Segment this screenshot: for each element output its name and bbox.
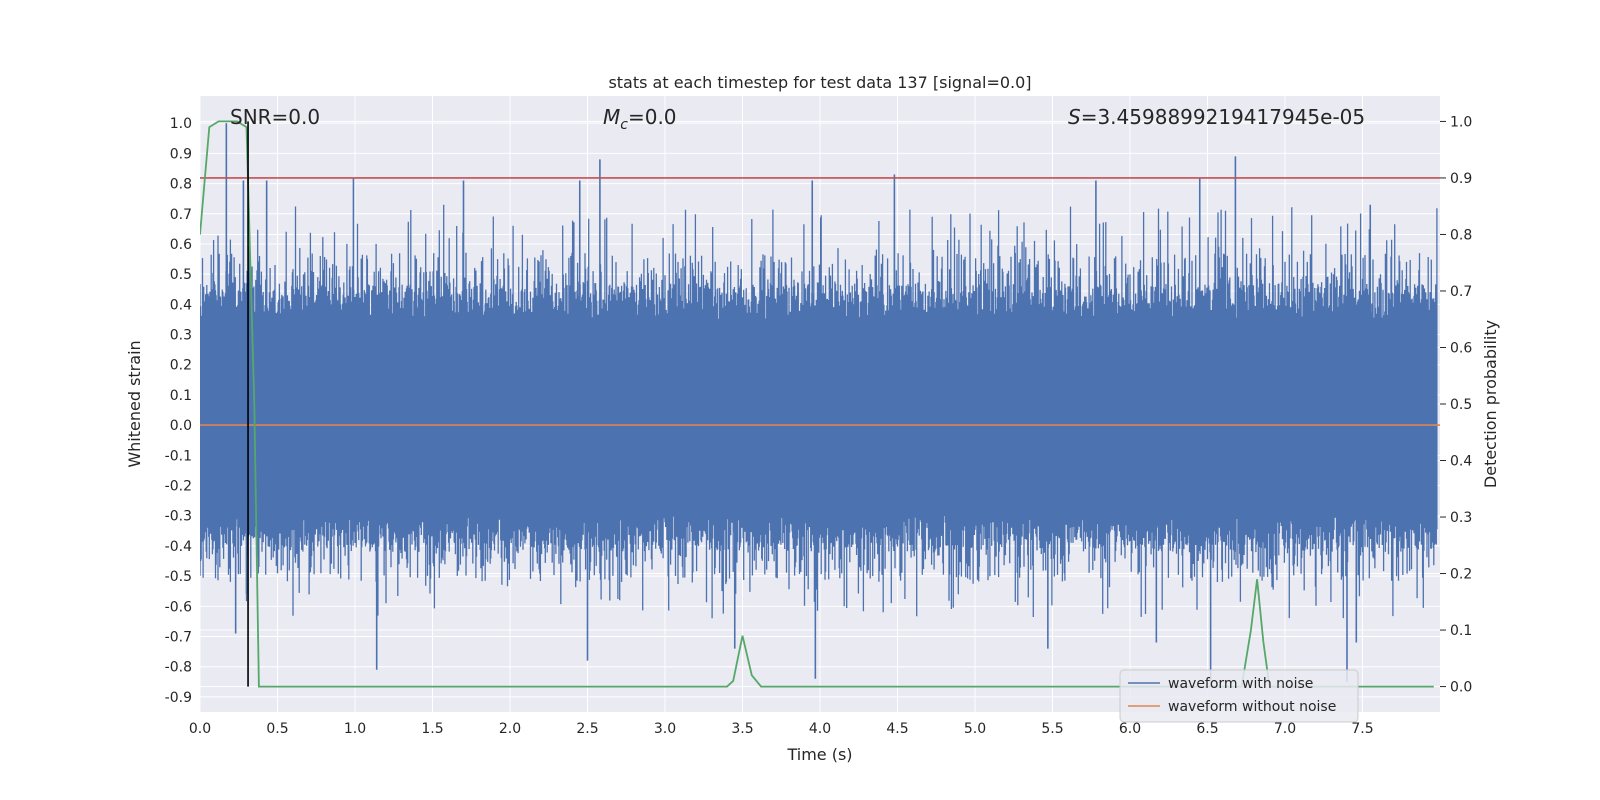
mc-subscript: c xyxy=(620,117,628,133)
detection-probability-line xyxy=(200,120,1434,688)
x-tick-label: 5.0 xyxy=(964,721,986,737)
y-tick-label: 0.8 xyxy=(170,177,192,193)
x-tick-label: 2.5 xyxy=(576,721,598,737)
y-tick-label: 0.2 xyxy=(170,358,192,374)
mc-symbol: M xyxy=(603,105,620,129)
x-tick-label: 3.5 xyxy=(731,721,753,737)
x-axis-label: Time (s) xyxy=(786,745,852,764)
y2-tick-label: 0.2 xyxy=(1450,567,1472,583)
x-tick-label: 7.5 xyxy=(1351,721,1373,737)
noise-core xyxy=(200,334,1437,501)
chirp-mass-annotation: Mc=0.0 xyxy=(603,105,677,133)
mc-value: =0.0 xyxy=(628,105,677,129)
y2-axis-ticks: 0.0 0.1 0.2 0.3 0.4 0.5 0.6 0.7 0.8 0.9 1.0 xyxy=(1440,114,1472,696)
x-tick-label: 6.5 xyxy=(1196,721,1218,737)
x-tick-label: 7.0 xyxy=(1274,721,1296,737)
s-symbol: S xyxy=(1068,105,1081,129)
y-tick-label: 0.9 xyxy=(170,146,192,162)
y-tick-label: 0.5 xyxy=(170,267,192,283)
noise-waveform xyxy=(200,123,1438,682)
y-tick-label: 0.0 xyxy=(170,418,192,434)
legend-label-clean: waveform without noise xyxy=(1168,699,1336,715)
y2-tick-label: 0.6 xyxy=(1450,340,1472,356)
y2-tick-label: 0.0 xyxy=(1450,680,1472,696)
y2-axis-label: Detection probability xyxy=(1481,320,1500,488)
x-tick-label: 1.5 xyxy=(421,721,443,737)
y-tick-label: 0.6 xyxy=(170,237,192,253)
y-axis-ticks: -0.9 -0.8 -0.7 -0.6 -0.5 -0.4 -0.3 -0.2 -0.1 0.0 0… xyxy=(165,116,192,706)
x-tick-label: 0.0 xyxy=(189,721,211,737)
y-axis-label: Whitened strain xyxy=(125,340,144,467)
chart-title: stats at each timestep for test data 137… xyxy=(608,73,1031,92)
y-tick-label: -0.4 xyxy=(165,539,192,555)
legend-box xyxy=(1119,669,1359,723)
y2-tick-label: 0.7 xyxy=(1450,284,1472,300)
series-lines xyxy=(200,120,1440,688)
s-value: =3.4598899219417945e-05 xyxy=(1081,105,1365,129)
x-tick-label: 3.0 xyxy=(654,721,676,737)
x-axis-ticks: 0.0 0.5 1.0 1.5 2.0 2.5 3.0 3.5 4.0 4.5 5.0 5.5 6.0 6… xyxy=(189,721,1374,737)
y-tick-label: 1.0 xyxy=(170,116,192,132)
y-tick-label: -0.1 xyxy=(165,448,192,464)
y-tick-label: -0.6 xyxy=(165,599,192,615)
y-tick-label: 0.7 xyxy=(170,207,192,223)
x-tick-label: 4.5 xyxy=(886,721,908,737)
y-tick-label: 0.4 xyxy=(170,297,192,313)
y-tick-label: -0.9 xyxy=(165,690,192,706)
y2-tick-label: 0.8 xyxy=(1450,227,1472,243)
y-tick-label: -0.3 xyxy=(165,509,192,525)
x-tick-label: 4.0 xyxy=(809,721,831,737)
y-tick-label: 0.1 xyxy=(170,388,192,404)
legend-label-noise: waveform with noise xyxy=(1168,676,1313,692)
y2-tick-label: 0.9 xyxy=(1450,171,1472,187)
y-tick-label: -0.8 xyxy=(165,660,192,676)
legend: waveform with noise waveform without noi… xyxy=(1119,669,1359,723)
y2-tick-label: 0.1 xyxy=(1450,623,1472,639)
y-tick-label: 0.3 xyxy=(170,328,192,344)
y2-tick-label: 0.4 xyxy=(1450,454,1472,470)
s-annotation: S=3.4598899219417945e-05 xyxy=(1068,105,1365,129)
y-tick-label: -0.7 xyxy=(165,630,192,646)
x-tick-label: 0.5 xyxy=(266,721,288,737)
y-tick-label: -0.2 xyxy=(165,479,192,495)
y2-tick-label: 1.0 xyxy=(1450,114,1472,130)
x-tick-label: 1.0 xyxy=(344,721,366,737)
x-tick-label: 6.0 xyxy=(1119,721,1141,737)
y2-tick-label: 0.3 xyxy=(1450,510,1472,526)
x-tick-label: 2.0 xyxy=(499,721,521,737)
x-tick-label: 5.5 xyxy=(1041,721,1063,737)
y2-tick-label: 0.5 xyxy=(1450,397,1472,413)
y-tick-label: -0.5 xyxy=(165,569,192,585)
snr-annotation: SNR=0.0 xyxy=(230,105,320,129)
